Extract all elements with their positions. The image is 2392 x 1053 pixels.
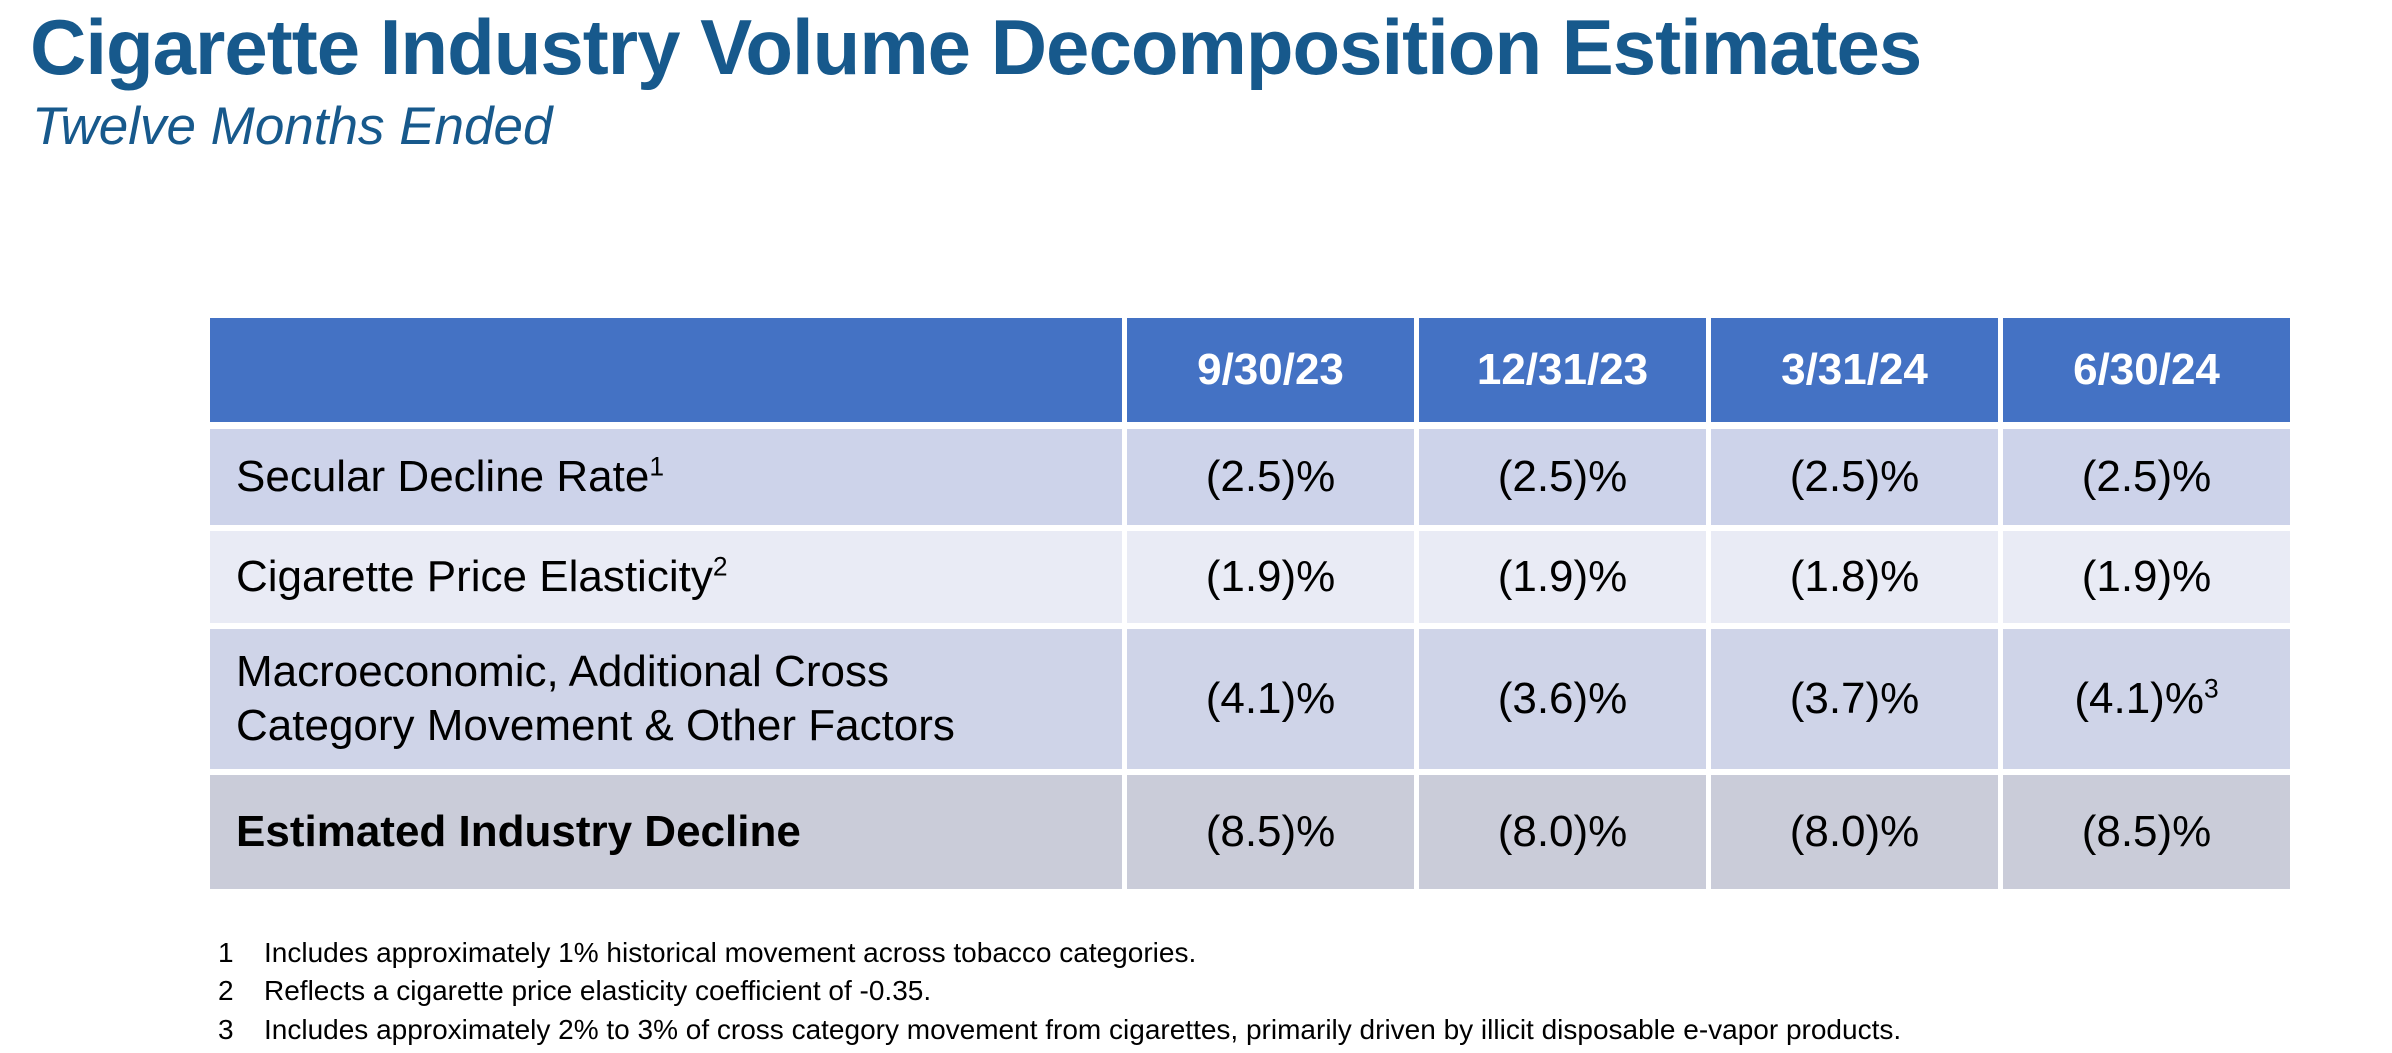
table-cell: (2.5)% [1419,429,1706,525]
footnote-marker: 2 [712,551,728,582]
row-label: Macroeconomic, Additional Cross Category… [210,629,1122,769]
table-row-estimated-industry-decline: Estimated Industry Decline (8.5)% (8.0)%… [210,775,2290,889]
table-cell: (8.0)% [1419,775,1706,889]
row-label: Secular Decline Rate1 [210,429,1122,525]
table-cell: (2.5)% [2003,429,2290,525]
table-cell: (1.8)% [1711,531,1998,623]
footnote-marker: 3 [2203,673,2219,704]
table-cell: (1.9)% [1419,531,1706,623]
table-cell: (1.9)% [1127,531,1414,623]
footnote-text: Reflects a cigarette price elasticity co… [264,975,932,1007]
footnotes: 1 Includes approximately 1% historical m… [218,938,1901,1053]
footnote-number: 1 [218,937,234,968]
table-cell: (3.6)% [1419,629,1706,769]
table-header-row: 9/30/23 12/31/23 3/31/24 6/30/24 [210,318,2290,422]
page-title: Cigarette Industry Volume Decomposition … [30,3,1922,91]
column-header-1: 9/30/23 [1127,318,1414,422]
footnote-1: 1 Includes approximately 1% historical m… [218,937,1901,968]
table-cell: (3.7)% [1711,629,1998,769]
footnote-number: 2 [218,975,234,1007]
table-cell: (8.5)% [1127,775,1414,889]
footnote-marker: 1 [649,451,665,482]
footnote-number: 3 [218,1013,234,1045]
table-cell: (4.1)% [1127,629,1414,769]
table-row-macroeconomic: Macroeconomic, Additional Cross Category… [210,629,2290,769]
table-cell: (1.9)% [2003,531,2290,623]
page-subtitle: Twelve Months Ended [32,97,553,156]
column-header-2: 12/31/23 [1419,318,1706,422]
table-row-secular-decline: Secular Decline Rate1 (2.5)% (2.5)% (2.5… [210,429,2290,525]
table-cell: (8.0)% [1711,775,1998,889]
table-cell: (2.5)% [1127,429,1414,525]
row-label: Estimated Industry Decline [210,775,1122,889]
table-cell: (8.5)% [2003,775,2290,889]
table-row-price-elasticity: Cigarette Price Elasticity2 (1.9)% (1.9)… [210,531,2290,623]
footnote-text: Includes approximately 1% historical mov… [264,937,1197,968]
row-label: Cigarette Price Elasticity2 [210,531,1122,623]
footnote-3: 3 Includes approximately 2% to 3% of cro… [218,1013,1902,1045]
footnote-text: Includes approximately 2% to 3% of cross… [264,1013,1902,1045]
table-cell: (2.5)% [1711,429,1998,525]
table-corner-cell [210,318,1122,422]
column-header-4: 6/30/24 [2003,318,2290,422]
footnote-2: 2 Reflects a cigarette price elasticity … [218,975,1901,1007]
table-cell: (4.1)%3 [2003,629,2290,769]
column-header-3: 3/31/24 [1711,318,1998,422]
volume-decomposition-table: 9/30/23 12/31/23 3/31/24 6/30/24 Secular… [210,318,2290,889]
